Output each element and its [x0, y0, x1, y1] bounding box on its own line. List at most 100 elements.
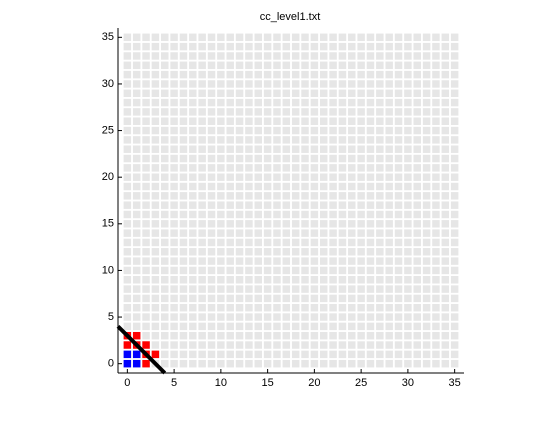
cell: [301, 313, 309, 321]
cell: [161, 192, 169, 200]
cell: [161, 220, 169, 228]
cell: [273, 238, 281, 247]
cell: [404, 154, 412, 163]
cell: [432, 154, 440, 163]
cell: [385, 52, 393, 60]
cell: [357, 331, 365, 340]
cell: [301, 276, 309, 284]
cell: [254, 220, 263, 228]
cell: [189, 322, 197, 331]
cell: [348, 341, 356, 349]
cell: [207, 173, 216, 181]
cell: [123, 238, 132, 247]
cell: [291, 42, 300, 51]
cell: [273, 220, 281, 228]
cell: [385, 341, 393, 349]
cell: [348, 359, 356, 368]
cell: [291, 341, 300, 349]
cell-mark: [142, 341, 150, 349]
cell: [207, 61, 216, 70]
cell: [254, 238, 263, 247]
cell: [301, 192, 309, 200]
cell: [310, 61, 319, 70]
cell: [151, 220, 160, 228]
cell: [338, 89, 347, 97]
cell: [179, 210, 188, 219]
cell: [161, 229, 169, 237]
cell: [329, 145, 337, 153]
cell: [132, 98, 141, 107]
cell: [413, 164, 421, 172]
cell: [189, 331, 197, 340]
cell: [366, 42, 375, 51]
cell: [338, 266, 347, 275]
cell: [151, 117, 160, 125]
cell: [235, 257, 244, 265]
cell: [348, 313, 356, 321]
cell: [245, 359, 253, 368]
cell: [161, 98, 169, 107]
cell: [301, 117, 309, 125]
cell: [301, 285, 309, 293]
cell: [404, 350, 412, 359]
cell: [441, 126, 450, 135]
cell: [338, 154, 347, 163]
cell: [422, 33, 431, 42]
cell: [366, 331, 375, 340]
cell: [123, 257, 132, 265]
cell: [263, 192, 272, 200]
cell: [123, 182, 132, 191]
cell: [432, 257, 440, 265]
cell: [226, 313, 234, 321]
cell: [189, 98, 197, 107]
cell: [450, 285, 459, 293]
cell: [235, 359, 244, 368]
cell: [329, 304, 337, 312]
cell: [254, 201, 263, 209]
cell: [441, 276, 450, 284]
cell: [282, 229, 291, 237]
cell: [189, 238, 197, 247]
cell: [291, 294, 300, 303]
cell: [432, 136, 440, 144]
cell: [123, 229, 132, 237]
cell: [273, 154, 281, 163]
cell: [301, 173, 309, 181]
cell: [441, 80, 450, 88]
cell: [366, 229, 375, 237]
cell: [226, 173, 234, 181]
cell: [207, 257, 216, 265]
cell: [348, 80, 356, 88]
cell: [310, 304, 319, 312]
cell: [123, 192, 132, 200]
cell: [422, 145, 431, 153]
cell: [394, 117, 403, 125]
cell: [422, 89, 431, 97]
cell: [123, 201, 132, 209]
cell: [217, 285, 225, 293]
cell: [282, 294, 291, 303]
cell: [366, 70, 375, 79]
cell: [441, 33, 450, 42]
cell: [432, 192, 440, 200]
cell: [179, 117, 188, 125]
cell: [161, 238, 169, 247]
cell: [235, 229, 244, 237]
cell: [357, 322, 365, 331]
cell: [291, 248, 300, 256]
cell: [319, 210, 328, 219]
cell: [273, 89, 281, 97]
cell: [170, 294, 178, 303]
cell: [226, 285, 234, 293]
cell: [217, 229, 225, 237]
cell: [263, 229, 272, 237]
cell: [385, 294, 393, 303]
cell: [189, 350, 197, 359]
cell: [366, 145, 375, 153]
cell: [319, 61, 328, 70]
cell: [254, 173, 263, 181]
cell: [376, 322, 384, 331]
cell: [151, 304, 160, 312]
cell: [404, 70, 412, 79]
x-tick-label: 5: [171, 377, 177, 389]
